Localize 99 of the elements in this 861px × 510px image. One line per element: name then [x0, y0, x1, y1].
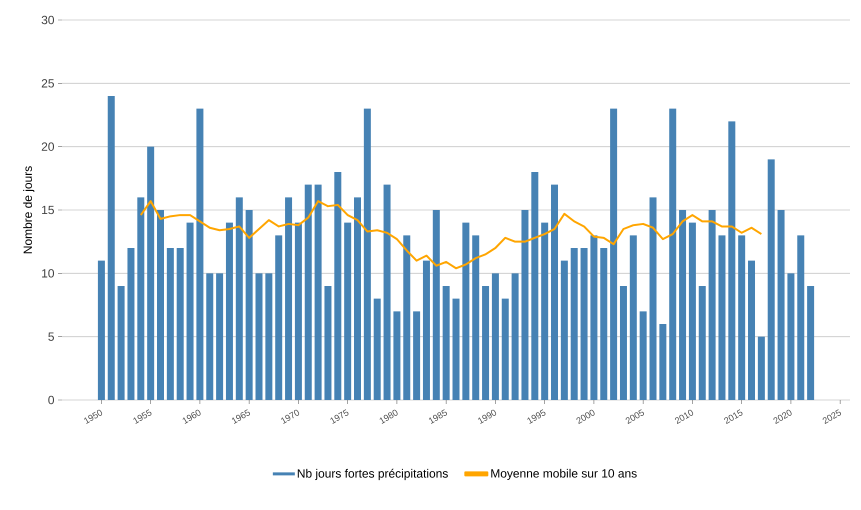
x-tick-label: 1960: [182, 410, 201, 424]
y-axis-title: Nombre de jours: [23, 166, 34, 254]
bar: [246, 210, 253, 400]
bar: [413, 311, 420, 400]
bar: [344, 222, 352, 400]
bar: [265, 273, 272, 400]
bar: [600, 248, 608, 400]
bar: [442, 286, 450, 400]
bar: [630, 235, 637, 400]
y-tick-label: 30: [42, 16, 54, 24]
x-tick-label: 1985: [428, 409, 447, 424]
bar: [748, 260, 756, 400]
bar: [98, 260, 105, 400]
bar: [797, 235, 804, 400]
bar: [698, 286, 706, 400]
bar: [650, 197, 657, 400]
bar: [334, 172, 342, 400]
bar: [521, 210, 528, 400]
bar: [758, 336, 765, 400]
bar: [127, 248, 134, 400]
x-tick-label: 1950: [84, 410, 102, 424]
bar: [512, 273, 519, 400]
bar: [256, 273, 263, 400]
bar: [492, 273, 499, 400]
bar: [570, 248, 578, 400]
legend-label: Moyenne mobile sur 10 ans: [491, 468, 637, 480]
bar: [137, 197, 144, 400]
bar: [196, 108, 204, 400]
bar: [236, 197, 243, 400]
x-tick-label: 1995: [527, 409, 546, 424]
bar: [157, 210, 164, 400]
bar: [807, 286, 814, 400]
x-tick-label: 2005: [626, 409, 644, 424]
bar: [669, 108, 676, 400]
y-tick-label: 10: [42, 269, 54, 278]
x-tick-label: 2015: [724, 409, 742, 424]
bar: [472, 235, 480, 400]
bar: [462, 222, 470, 400]
bar: [688, 222, 696, 400]
bar: [620, 286, 627, 400]
bar: [108, 96, 115, 400]
bar: [659, 324, 666, 400]
bar: [560, 260, 568, 400]
bar: [422, 260, 430, 400]
bar: [768, 159, 775, 400]
bar: [708, 210, 716, 400]
bar: [384, 184, 391, 400]
x-tick-label: 1965: [232, 409, 250, 424]
bar: [778, 210, 785, 400]
bar: [728, 121, 736, 400]
bar: [403, 235, 410, 400]
x-tick-label: 1970: [281, 410, 300, 424]
x-tick-label: 1955: [133, 409, 152, 424]
x-tick-label: 2020: [773, 410, 792, 424]
x-tick-label: 1990: [478, 410, 496, 424]
bar: [147, 146, 154, 400]
bar: [738, 235, 746, 400]
bar: [580, 248, 588, 400]
bar: [226, 222, 233, 400]
bar: [787, 273, 794, 400]
bar: [432, 210, 440, 400]
bar: [374, 298, 381, 400]
bar: [541, 222, 548, 400]
bar: [590, 235, 598, 400]
bar: [186, 222, 194, 400]
y-tick-label: 0: [48, 396, 54, 404]
x-tick-label: 1975: [330, 409, 348, 424]
x-tick-label: 2025: [822, 409, 841, 424]
bar: [118, 286, 125, 400]
bar: [166, 248, 174, 400]
y-tick-label: 25: [42, 79, 54, 88]
bar: [452, 298, 460, 400]
bar: [324, 286, 332, 400]
bar: [393, 311, 400, 400]
bar: [294, 222, 302, 400]
x-tick-label: 2010: [674, 410, 694, 424]
x-tick-label: 2000: [576, 410, 595, 424]
bar: [216, 273, 224, 400]
legend-label: Nb jours fortes précipitations: [298, 468, 448, 480]
y-tick-label: 5: [48, 332, 54, 341]
y-tick-label: 20: [42, 142, 54, 151]
y-tick-label: 15: [42, 206, 54, 214]
bar: [531, 172, 538, 400]
bar: [314, 184, 322, 400]
bar: [206, 273, 214, 400]
bar: [679, 210, 686, 400]
bar: [502, 298, 509, 400]
x-tick-label: 1980: [380, 410, 398, 424]
bar: [304, 184, 312, 400]
bar: [176, 248, 184, 400]
bar: [482, 286, 490, 400]
bar: [718, 235, 726, 400]
bar: [610, 108, 618, 400]
bar: [640, 311, 647, 400]
bar: [364, 108, 371, 400]
bar: [551, 184, 558, 400]
bar: [275, 235, 282, 400]
bar: [285, 197, 292, 400]
bar: [354, 197, 362, 400]
